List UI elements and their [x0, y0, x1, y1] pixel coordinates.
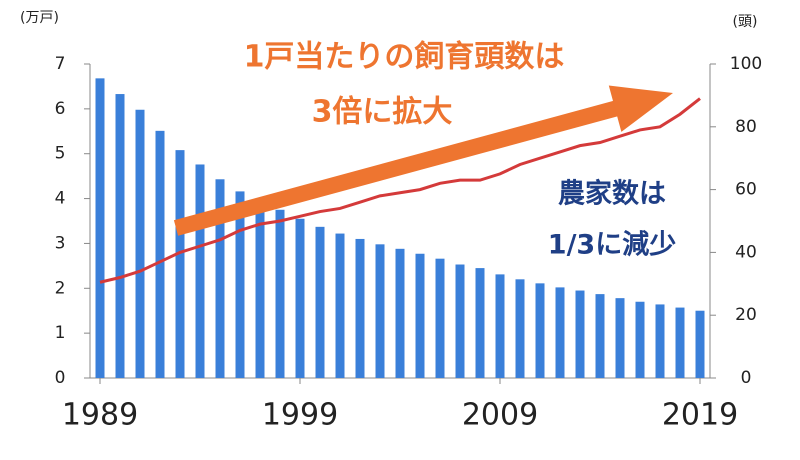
bar — [175, 150, 185, 378]
bar — [575, 290, 585, 378]
bar — [335, 233, 345, 378]
bar — [95, 78, 105, 379]
y-tick-label: 4 — [55, 189, 66, 209]
y2-tick-label: 80 — [735, 117, 757, 137]
y-tick-label: 0 — [55, 368, 66, 388]
annotation: 1戸当たりの飼育頭数は — [244, 40, 565, 75]
bar — [115, 94, 125, 378]
y2-tick-label: 0 — [741, 368, 752, 388]
arrow-body — [173, 97, 632, 236]
bar — [235, 191, 245, 378]
bar — [275, 209, 285, 378]
bar — [215, 179, 225, 378]
bar — [615, 298, 625, 378]
bar — [155, 130, 165, 378]
y-tick-label: 3 — [55, 233, 66, 253]
y2-tick-label: 20 — [735, 305, 757, 325]
bar — [375, 244, 385, 378]
x-tick-label: 1989 — [62, 398, 138, 433]
bar — [455, 264, 465, 378]
y-tick-label: 1 — [55, 323, 66, 343]
y-tick-label: 6 — [55, 99, 66, 119]
bar — [655, 304, 665, 378]
bar — [295, 218, 305, 378]
bar — [355, 238, 365, 378]
annotation: 3倍に拡大 — [312, 95, 453, 130]
bar — [495, 274, 505, 378]
bar — [675, 307, 685, 378]
y-tick-label: 5 — [55, 144, 66, 164]
bar — [695, 310, 705, 378]
y2-axis-unit: (頭) — [733, 14, 758, 30]
bar — [515, 279, 525, 378]
y-tick-label: 7 — [55, 54, 66, 74]
bar — [555, 287, 565, 378]
bar — [135, 109, 145, 379]
bar — [595, 294, 605, 378]
bar — [415, 253, 425, 378]
bar — [395, 248, 405, 378]
y2-tick-label: 40 — [735, 242, 757, 262]
x-tick-label: 2009 — [462, 398, 538, 433]
y-axis-unit: (万戸) — [20, 10, 59, 26]
bar — [435, 258, 445, 378]
bar — [535, 283, 545, 378]
y2-tick-label: 100 — [730, 54, 762, 74]
annotation: 1/3に減少 — [548, 230, 676, 261]
bar — [635, 301, 645, 378]
annotation: 農家数は — [558, 178, 666, 210]
x-tick-label: 1999 — [262, 398, 338, 433]
line — [99, 97, 701, 284]
bar — [315, 226, 325, 378]
arrow-head — [608, 85, 673, 132]
y2-tick-label: 60 — [735, 180, 757, 200]
plot-area: 0 1 2 3 4 5 6 7 0 20 40 60 80 100 1989 1999 2009 2019 — [55, 54, 763, 433]
y-tick-label: 2 — [55, 278, 66, 298]
x-tick-label: 2019 — [662, 398, 738, 433]
bar — [195, 164, 205, 378]
bar — [475, 268, 485, 378]
bar — [255, 203, 265, 378]
arrow — [173, 85, 673, 236]
